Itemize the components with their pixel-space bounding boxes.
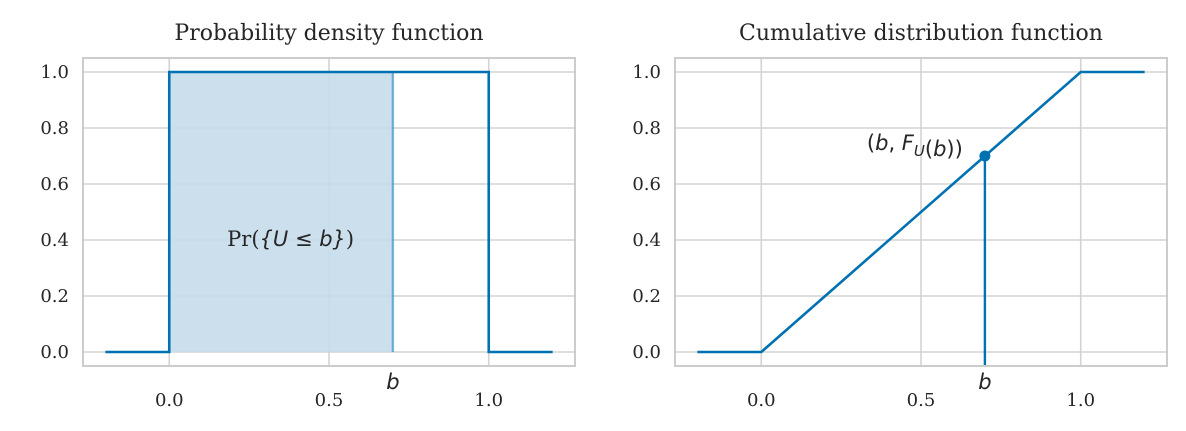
x-tick-label: 0.5 — [315, 390, 344, 411]
b-marker-label: b — [386, 370, 399, 394]
y-tick-label: 0.2 — [40, 286, 69, 307]
x-tick-label: 0.0 — [747, 390, 776, 411]
chart-title: Cumulative distribution function — [739, 21, 1103, 46]
annotation-part: {U ≤ b} — [260, 227, 346, 251]
point-label-part: ( — [867, 131, 875, 155]
probability-annotation: Pr({U ≤ b}) — [227, 227, 354, 252]
panel-pdf: Pr({U ≤ b}) Probability density function 0… — [40, 21, 576, 411]
point-label-part: U — [914, 142, 925, 160]
chart-title: Probability density function — [174, 21, 483, 46]
y-tick-label: 0.2 — [632, 286, 661, 307]
y-tick-label: 0.6 — [632, 174, 661, 195]
point-label-part: , — [888, 131, 901, 155]
point-label: (b, FU(b)) — [867, 131, 963, 161]
annotation-part: Pr( — [227, 227, 259, 251]
y-tick-label: 0.8 — [632, 118, 661, 139]
b-marker-label: b — [978, 370, 991, 394]
y-tick-label: 1.0 — [40, 62, 69, 83]
axes-frame — [674, 57, 1168, 367]
x-tick-label: 1.0 — [1066, 390, 1095, 411]
series-line — [105, 70, 553, 354]
y-tick-label: 0.4 — [40, 230, 69, 251]
shaded-region — [169, 72, 393, 352]
y-tick-label: 0.8 — [40, 118, 69, 139]
y-tick-label: 0.6 — [40, 174, 69, 195]
series-line — [697, 70, 1145, 354]
panel-cdf: (b, FU(b))Cumulative distribution functi… — [632, 21, 1168, 411]
point-label-part: F — [902, 131, 915, 155]
annotation-part: ) — [346, 227, 354, 251]
y-tick-label: 0.0 — [632, 342, 661, 363]
point-label-part: ) — [946, 137, 954, 161]
point-label-part: b — [875, 131, 888, 155]
point-label-part: ) — [955, 137, 963, 161]
x-tick-label: 1.0 — [474, 390, 503, 411]
y-tick-label: 1.0 — [632, 62, 661, 83]
x-tick-label: 0.5 — [907, 390, 936, 411]
point-label-part: b — [933, 137, 946, 161]
point-marker — [979, 150, 991, 162]
y-tick-label: 0.4 — [632, 230, 661, 251]
x-tick-label: 0.0 — [155, 390, 184, 411]
point-label-part: ( — [925, 137, 933, 161]
y-tick-label: 0.0 — [40, 342, 69, 363]
axes-frame — [82, 57, 576, 367]
